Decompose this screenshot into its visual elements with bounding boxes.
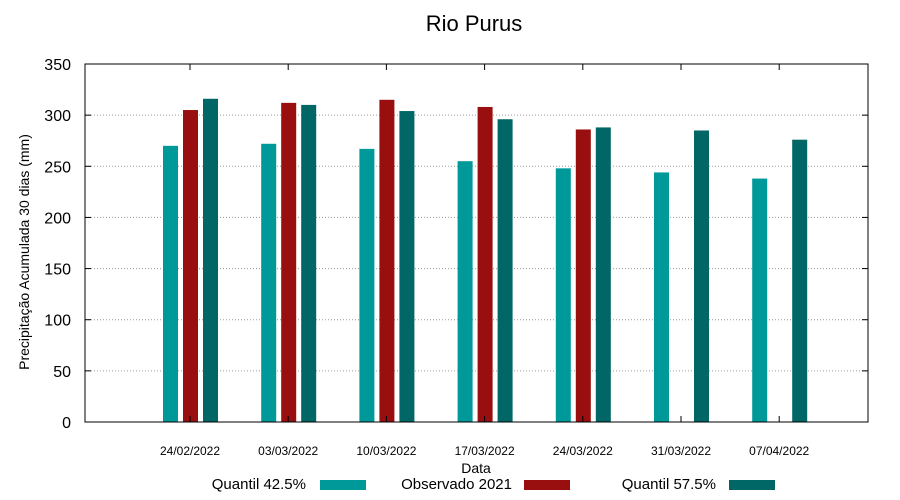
bar-quantil-42-5 xyxy=(752,178,768,422)
bar-quantil-57-5 xyxy=(792,139,808,423)
bar-observado-2021 xyxy=(477,106,493,423)
y-tick-label: 250 xyxy=(44,159,71,176)
bar-quantil-42-5 xyxy=(555,168,571,422)
y-axis-ticks: 0 50 100 150 200 250 300 350 xyxy=(44,57,868,432)
bar-observado-2021 xyxy=(281,102,297,423)
bar-quantil-42-5 xyxy=(261,143,277,423)
y-tick-label: 150 xyxy=(44,262,71,279)
y-tick-label: 50 xyxy=(53,364,71,381)
chart-title: Rio Purus xyxy=(426,11,523,36)
y-tick-label: 0 xyxy=(62,415,71,432)
bar-quantil-57-5 xyxy=(595,127,611,422)
x-axis-label: Data xyxy=(461,460,491,476)
y-axis-label: Precipitação Acumulada 30 dias (mm) xyxy=(16,134,32,370)
bar-quantil-42-5 xyxy=(654,172,669,422)
y-tick-label: 300 xyxy=(44,108,71,125)
bar-quantil-42-5 xyxy=(457,161,473,422)
legend: Quantil 42.5% Observado 2021 Quantil 57.5% xyxy=(212,476,775,493)
grid-lines xyxy=(85,114,868,372)
x-tick-label: 03/03/2022 xyxy=(258,444,318,458)
bar-quantil-57-5 xyxy=(203,98,218,422)
x-tick-label: 10/03/2022 xyxy=(356,444,416,458)
legend-label: Quantil 57.5% xyxy=(622,476,716,493)
legend-swatch xyxy=(320,480,366,490)
legend-swatch xyxy=(524,480,570,490)
bars xyxy=(163,98,808,423)
x-tick-label: 24/03/2022 xyxy=(553,444,613,458)
y-tick-label: 200 xyxy=(44,210,71,227)
x-tick-label: 24/02/2022 xyxy=(160,444,220,458)
plot-frame xyxy=(84,63,869,423)
x-tick-label: 07/04/2022 xyxy=(749,444,809,458)
y-tick-label: 350 xyxy=(44,57,71,74)
bar-quantil-42-5 xyxy=(163,145,178,423)
x-tick-label: 17/03/2022 xyxy=(455,444,515,458)
legend-swatch xyxy=(729,480,775,490)
bar-observado-2021 xyxy=(575,129,591,422)
bar-quantil-57-5 xyxy=(301,104,317,423)
bar-quantil-57-5 xyxy=(399,111,415,423)
bar-observado-2021 xyxy=(183,110,198,423)
legend-label: Quantil 42.5% xyxy=(212,476,306,493)
bar-observado-2021 xyxy=(379,99,395,423)
x-tick-label: 31/03/2022 xyxy=(651,444,711,458)
x-axis-ticks: 24/02/2022 03/03/2022 10/03/2022 17/03/2022… xyxy=(160,64,810,458)
bar-quantil-57-5 xyxy=(694,130,709,422)
bar-quantil-57-5 xyxy=(497,119,513,422)
legend-label: Observado 2021 xyxy=(401,476,512,493)
y-tick-label: 100 xyxy=(44,313,71,330)
bar-quantil-42-5 xyxy=(359,148,375,422)
